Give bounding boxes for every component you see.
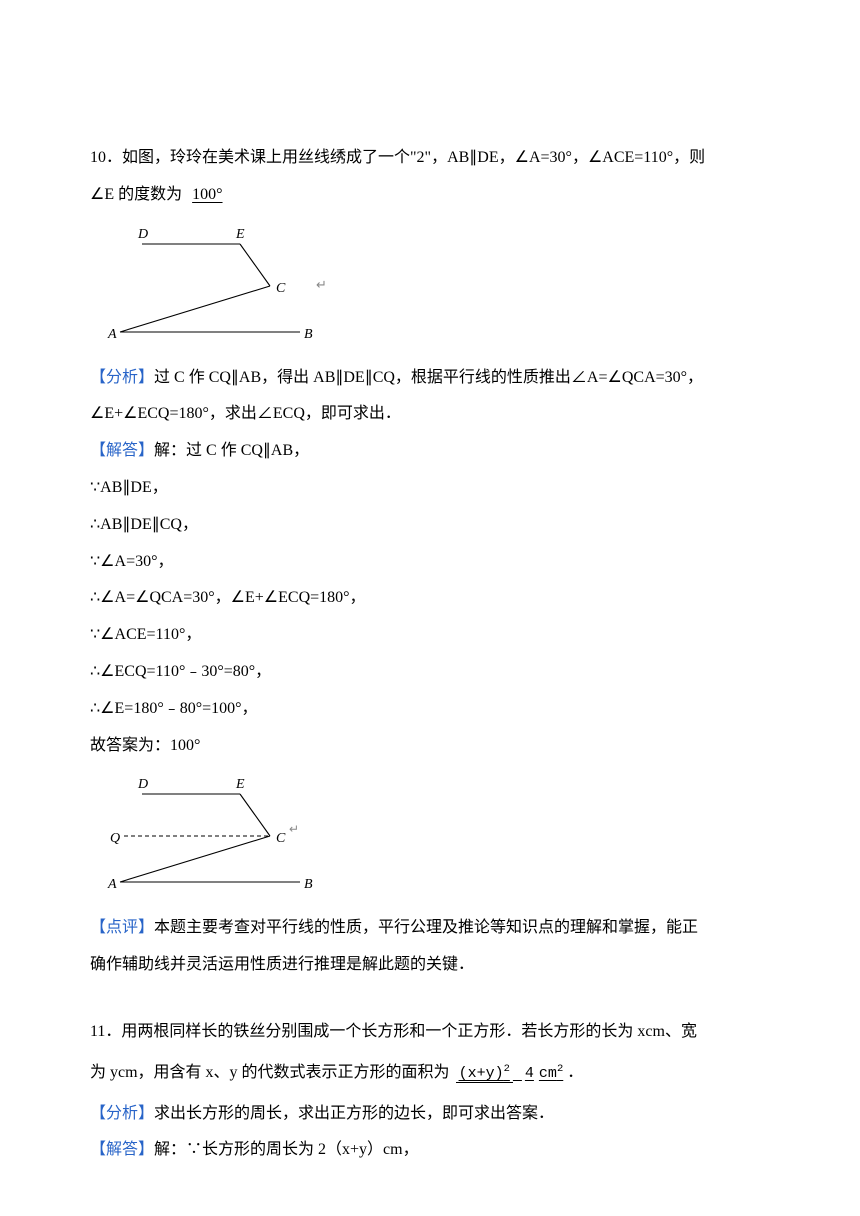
q11-solve-line: 【解答】解：∵长方形的周长为 2（x+y）cm， <box>90 1132 770 1169</box>
analyze-label: 【分析】 <box>90 369 154 386</box>
label-B2: B <box>304 877 313 892</box>
suffix-exp: 2 <box>557 1063 563 1075</box>
comment-label: 【点评】 <box>90 919 154 936</box>
label-E: E <box>235 227 245 242</box>
svg-text:↵: ↵ <box>316 277 327 292</box>
q10-answer-blank: 100° <box>186 186 228 203</box>
frac-num-exp: 2 <box>504 1063 510 1075</box>
q10-solve-line0: 【解答】解：过 C 作 CQ∥AB， <box>90 433 770 470</box>
frac-num: (x+y) <box>459 1065 504 1082</box>
q11-answer-fraction: (x+y)2 4 <box>454 1064 539 1083</box>
label-E2: E <box>235 777 245 792</box>
q10-solve0: 解：过 C 作 CQ∥AB， <box>154 442 309 459</box>
q10-stem-line1: 10．如图，玲玲在美术课上用丝线绣成了一个"2"，AB∥DE，∠A=30°，∠A… <box>90 140 770 177</box>
q10-solve-line7: ∴∠E=180°﹣80°=100°， <box>90 691 770 728</box>
q11-answer-suffix: cm2 <box>539 1065 563 1082</box>
q10-comment1: 本题主要考查对平行线的性质，平行公理及推论等知识点的理解和掌握，能正 <box>154 919 698 936</box>
label-D2: D <box>137 777 148 792</box>
q10-solve-line5: ∵∠ACE=110°， <box>90 617 770 654</box>
q10-solve-line6: ∴∠ECQ=110°﹣30°=80°， <box>90 654 770 691</box>
q10-comment-line2: 确作辅助线并灵活运用性质进行推理是解此题的关键． <box>90 947 770 984</box>
suffix-text: cm <box>539 1065 557 1082</box>
label-D: D <box>137 227 148 242</box>
q11-stem2-post: ． <box>567 1064 583 1081</box>
q10-solve-line4: ∴∠A=∠QCA=30°，∠E+∠ECQ=180°， <box>90 580 770 617</box>
q10-solve-line2: ∴AB∥DE∥CQ， <box>90 507 770 544</box>
solve-label: 【解答】 <box>90 442 154 459</box>
q11-analyze-line: 【分析】求出长方形的周长，求出正方形的边长，即可求出答案． <box>90 1096 770 1133</box>
q10-final-ans: 100° <box>170 737 200 754</box>
q10-solve-line1: ∵AB∥DE， <box>90 470 770 507</box>
q10-final-pre: 故答案为： <box>90 737 170 754</box>
q10-stem2-pre: ∠E 的度数为 <box>90 186 182 203</box>
q10-comment-line1: 【点评】本题主要考查对平行线的性质，平行公理及推论等知识点的理解和掌握，能正 <box>90 910 770 947</box>
q10-analyze-line1: 【分析】过 C 作 CQ∥AB，得出 AB∥DE∥CQ，根据平行线的性质推出∠A… <box>90 360 770 397</box>
solve-label-11: 【解答】 <box>90 1141 154 1158</box>
q11-solve-text: 解：∵长方形的周长为 2（x+y）cm， <box>154 1141 419 1158</box>
q10-analyze-text1: 过 C 作 CQ∥AB，得出 AB∥DE∥CQ，根据平行线的性质推出∠A=∠QC… <box>154 369 703 386</box>
label-B: B <box>304 327 313 342</box>
analyze-label-11: 【分析】 <box>90 1105 154 1122</box>
svg-text:↵: ↵ <box>289 822 299 836</box>
label-A2: A <box>107 877 117 892</box>
q10-solve-line3: ∵∠A=30°， <box>90 544 770 581</box>
q10-analyze-line2: ∠E+∠ECQ=180°，求出∠ECQ，即可求出． <box>90 396 770 433</box>
label-C2: C <box>276 831 286 846</box>
q10-stem-line2: ∠E 的度数为 100° <box>90 177 770 214</box>
label-C: C <box>276 281 286 296</box>
q11-analyze-text: 求出长方形的周长，求出正方形的边长，即可求出答案． <box>154 1105 554 1122</box>
label-Q: Q <box>110 831 120 846</box>
q10-diagram-1: D E C A B ↵ <box>100 222 770 352</box>
q11-stem-line1: 11．用两根同样长的铁丝分别围成一个长方形和一个正方形．若长方形的长为 xcm、… <box>90 1014 770 1051</box>
q11-stem-line2: 为 ycm，用含有 x、y 的代数式表示正方形的面积为 (x+y)2 4 cm2… <box>90 1051 770 1096</box>
q11-stem2-pre: 为 ycm，用含有 x、y 的代数式表示正方形的面积为 <box>90 1064 450 1081</box>
q10-final: 故答案为：100° <box>90 728 770 765</box>
q10-diagram-2: D E C Q A B ↵ <box>100 772 770 902</box>
frac-den: 4 <box>522 1065 537 1082</box>
label-A: A <box>107 327 117 342</box>
